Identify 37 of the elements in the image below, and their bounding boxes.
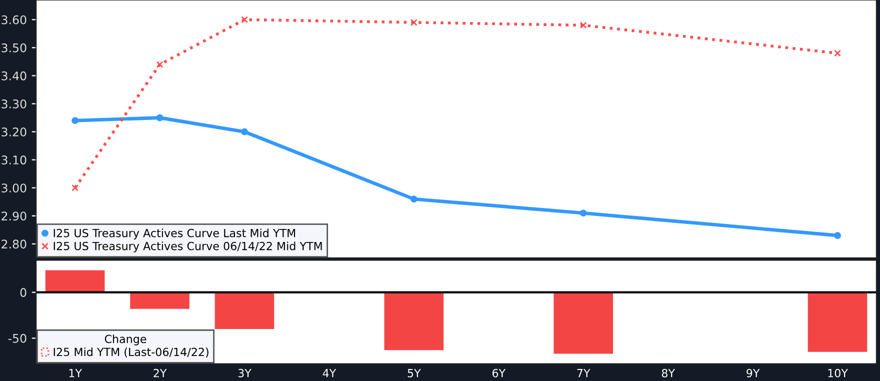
x-tick-label: 7Y (577, 369, 590, 378)
x-tick-label: 6Y (492, 368, 506, 378)
y-tick-label: 2.80 (2, 240, 26, 249)
legend-label: I25 Mid YTM (Last-06/14/22) (54, 348, 208, 358)
y-tick-label: -50 (8, 334, 26, 343)
legend-label: I25 US Treasury Actives Curve Last Mid YTM (54, 228, 296, 240)
y-tick-label: 3.50 (2, 43, 26, 52)
x-tick-label: 1Y (69, 369, 82, 378)
x-tick-label: 8Y (662, 368, 676, 378)
x-tick-label: 10Y (828, 368, 848, 378)
y-tick-label: 3.20 (2, 127, 26, 136)
point (241, 128, 248, 136)
point (410, 18, 418, 26)
y-tick-label: 0 (20, 288, 26, 297)
legend-label: I25 US Treasury Actives Curve 06/14/22 Mid YTM (54, 242, 322, 252)
y-tick-label: 3.60 (2, 15, 26, 24)
point (72, 117, 79, 124)
point (834, 232, 841, 239)
y-tick-label: 2.90 (2, 212, 26, 221)
y-tick-label: 3.30 (2, 99, 26, 108)
x-tick-label: 2Y (154, 368, 167, 378)
point (834, 50, 841, 57)
x-tick-label: 9Y (746, 368, 760, 378)
x-tick-label: 3Y (238, 368, 252, 378)
y-tick-label: 3.40 (2, 71, 26, 80)
point (241, 16, 248, 24)
point (580, 22, 587, 29)
point (156, 114, 164, 122)
point (156, 61, 164, 68)
x-tick-label: 4Y (322, 369, 336, 378)
x-tick-label: 5Y (408, 369, 421, 378)
point (410, 196, 418, 203)
legend-title: Change (104, 334, 146, 346)
point (72, 184, 79, 192)
y-tick-label: 3.00 (2, 184, 26, 192)
point (580, 210, 587, 217)
y-tick-label: 3.10 (2, 156, 26, 164)
